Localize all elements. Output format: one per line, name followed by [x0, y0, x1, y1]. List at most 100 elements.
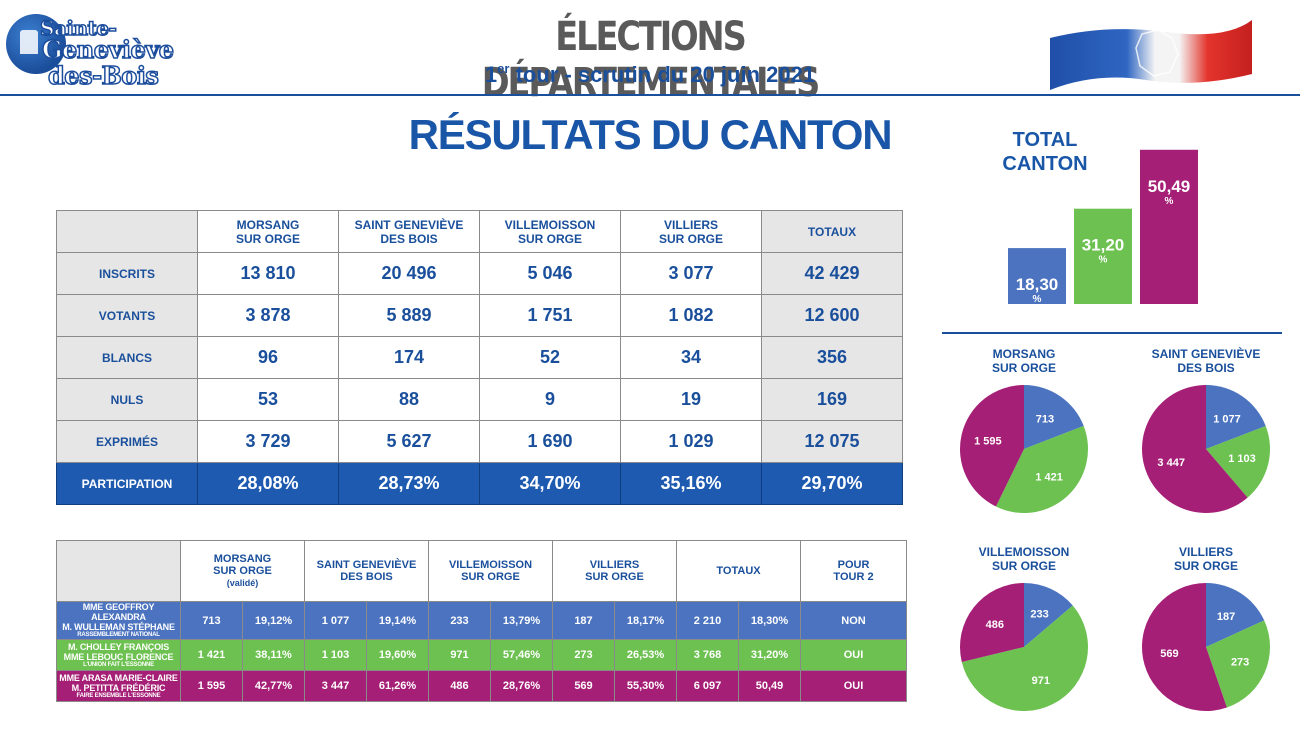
pie-slice: [1206, 583, 1265, 647]
percent-cell: 18,17%: [614, 601, 677, 640]
pie-slice: [995, 425, 1088, 513]
pie-slice: [1024, 385, 1084, 449]
pie-slice-label: 713: [1036, 413, 1054, 425]
pie-slice-label: 233: [1030, 608, 1048, 620]
votes-cell: 273: [552, 639, 615, 671]
votes-cell: 3 447: [304, 670, 367, 702]
tour2-cell: NON: [800, 601, 907, 640]
row-label: VOTANTS: [56, 294, 198, 337]
tour2-cell: OUI: [800, 670, 907, 702]
table-cell: 3 729: [197, 420, 339, 463]
corner-cell: [56, 210, 198, 253]
town-logo: Sainte- Geneviève des-Bois: [6, 12, 175, 94]
votes-cell: 713: [180, 601, 243, 640]
votes-cell: 486: [428, 670, 491, 702]
pie-slice-label: 1 595: [974, 436, 1002, 448]
pie-slice-label: 273: [1231, 657, 1249, 669]
pie-chart-title: VILLEMOISSON SUR ORGE: [978, 545, 1070, 573]
percent-cell: 13,79%: [490, 601, 553, 640]
table-row: NULS 53 88 9 19 169: [56, 378, 903, 421]
table-cell: 13 810: [197, 252, 339, 295]
col-header-totals: TOTAUX: [761, 210, 903, 253]
votes-cell: 2 210: [676, 601, 739, 640]
table-row: PARTICIPATION 28,08% 28,73% 34,70% 35,16% 29,…: [56, 462, 903, 505]
pie-chart-title: MORSANG SUR ORGE: [991, 347, 1056, 375]
pie-slice: [961, 605, 1088, 711]
col-header-tour2: POUR TOUR 2: [800, 540, 907, 602]
table-row: BLANCS 96 174 52 34 356: [56, 336, 903, 379]
table-cell: 174: [338, 336, 480, 379]
table-cell: 34: [620, 336, 762, 379]
row-label: BLANCS: [56, 336, 198, 379]
votes-cell: 233: [428, 601, 491, 640]
table-cell: 1 082: [620, 294, 762, 337]
candidate-row: MME ARASA MARIE-CLAIRE M. PETITTA FRÉDÉRI…: [56, 670, 907, 702]
col-header: SAINT GENEVIÈVE DES BOIS: [304, 540, 429, 602]
col-header: TOTAUX: [676, 540, 801, 602]
table-cell: 28,73%: [338, 462, 480, 505]
pie-slice: [960, 385, 1024, 507]
percent-cell: 42,77%: [242, 670, 305, 702]
table-cell: 20 496: [338, 252, 480, 295]
pie-slice: [1206, 385, 1266, 449]
candidate-row: MME GEOFFROY ALEXANDRA M. WULLEMAN STÉPHA…: [56, 601, 907, 640]
candidate-name: MME LEBOUC FLORENCE: [63, 651, 174, 662]
bar-value-label: 31,20: [1082, 236, 1125, 255]
bar-unit-label: %: [1033, 294, 1042, 305]
pie-chart-title: SAINT GENEVIÈVE DES BOIS: [1151, 347, 1261, 375]
globe-icon: [6, 14, 66, 74]
votes-cell: 971: [428, 639, 491, 671]
logo-line-3: des-Bois: [47, 61, 159, 90]
votes-cell: 1 077: [304, 601, 367, 640]
table-cell: 5 627: [338, 420, 480, 463]
percent-cell: 57,46%: [490, 639, 553, 671]
table-cell: 5 889: [338, 294, 480, 337]
france-flag-icon: [1050, 20, 1252, 90]
votes-cell: 1 595: [180, 670, 243, 702]
col-header-note: (validé): [226, 578, 259, 588]
col-header: MORSANG SUR ORGE: [197, 210, 339, 253]
pie-slice-label: 1 103: [1228, 453, 1256, 465]
subtitle-ordinal: 1: [484, 62, 498, 87]
row-label: EXPRIMÉS: [56, 420, 198, 463]
col-header: MORSANG SUR ORGE (validé): [180, 540, 305, 602]
candidate-cell: M. CHOLLEY FRANÇOIS MME LEBOUC FLORENCE L'…: [56, 639, 181, 671]
bar: [1140, 149, 1198, 304]
col-header: VILLIERS SUR ORGE: [620, 210, 762, 253]
bar-chart-title: TOTAL CANTON: [1002, 129, 1088, 175]
pie-slice: [960, 583, 1024, 662]
pie-slice-label: 971: [1032, 675, 1050, 687]
pie-slice-label: 569: [1160, 648, 1178, 660]
col-header-label: MORSANG SUR ORGE: [213, 553, 272, 577]
turnout-header-row: MORSANG SUR ORGE SAINT GENEVIÈVE DES BOI…: [56, 210, 903, 253]
pie-slice-label: 187: [1217, 611, 1235, 623]
pie-chart: 713 1 421 1 595: [960, 385, 1088, 513]
percent-cell: 26,53%: [614, 639, 677, 671]
votes-cell: 6 097: [676, 670, 739, 702]
section-title: RÉSULTATS DU CANTON: [408, 111, 893, 158]
candidate-name: M. WULLEMAN STÉPHANE: [62, 622, 175, 632]
pie-slice-label: 3 447: [1157, 457, 1185, 469]
table-cell: 42 429: [761, 252, 903, 295]
candidate-name: MME ARASA MARIE-CLAIRE: [59, 672, 178, 683]
votes-cell: 1 421: [180, 639, 243, 671]
candidate-name: M. CHOLLEY FRANÇOIS: [67, 641, 170, 652]
table-cell: 1 029: [620, 420, 762, 463]
pie-chart-title: VILLIERS SUR ORGE: [1173, 545, 1238, 573]
pie-slice: [1024, 583, 1073, 647]
tour2-cell: OUI: [800, 639, 907, 671]
votes-cell: 3 768: [676, 639, 739, 671]
table-row: EXPRIMÉS 3 729 5 627 1 690 1 029 12 075: [56, 420, 903, 463]
row-label: PARTICIPATION: [56, 462, 198, 505]
votes-cell: 1 103: [304, 639, 367, 671]
candidate-party: RASSEMBLEMENT NATIONAL: [77, 632, 160, 638]
col-header: VILLEMOISSON SUR ORGE: [479, 210, 621, 253]
table-cell: 12 075: [761, 420, 903, 463]
table-cell: 3 878: [197, 294, 339, 337]
pie-chart: 233 971 486: [960, 583, 1088, 711]
table-cell: 35,16%: [620, 462, 762, 505]
table-cell: 19: [620, 378, 762, 421]
subtitle-ordinal-suffix: er: [497, 61, 510, 76]
candidate-party: L'UNION FAIT L'ESSONNE: [83, 661, 154, 668]
table-cell: 9: [479, 378, 621, 421]
